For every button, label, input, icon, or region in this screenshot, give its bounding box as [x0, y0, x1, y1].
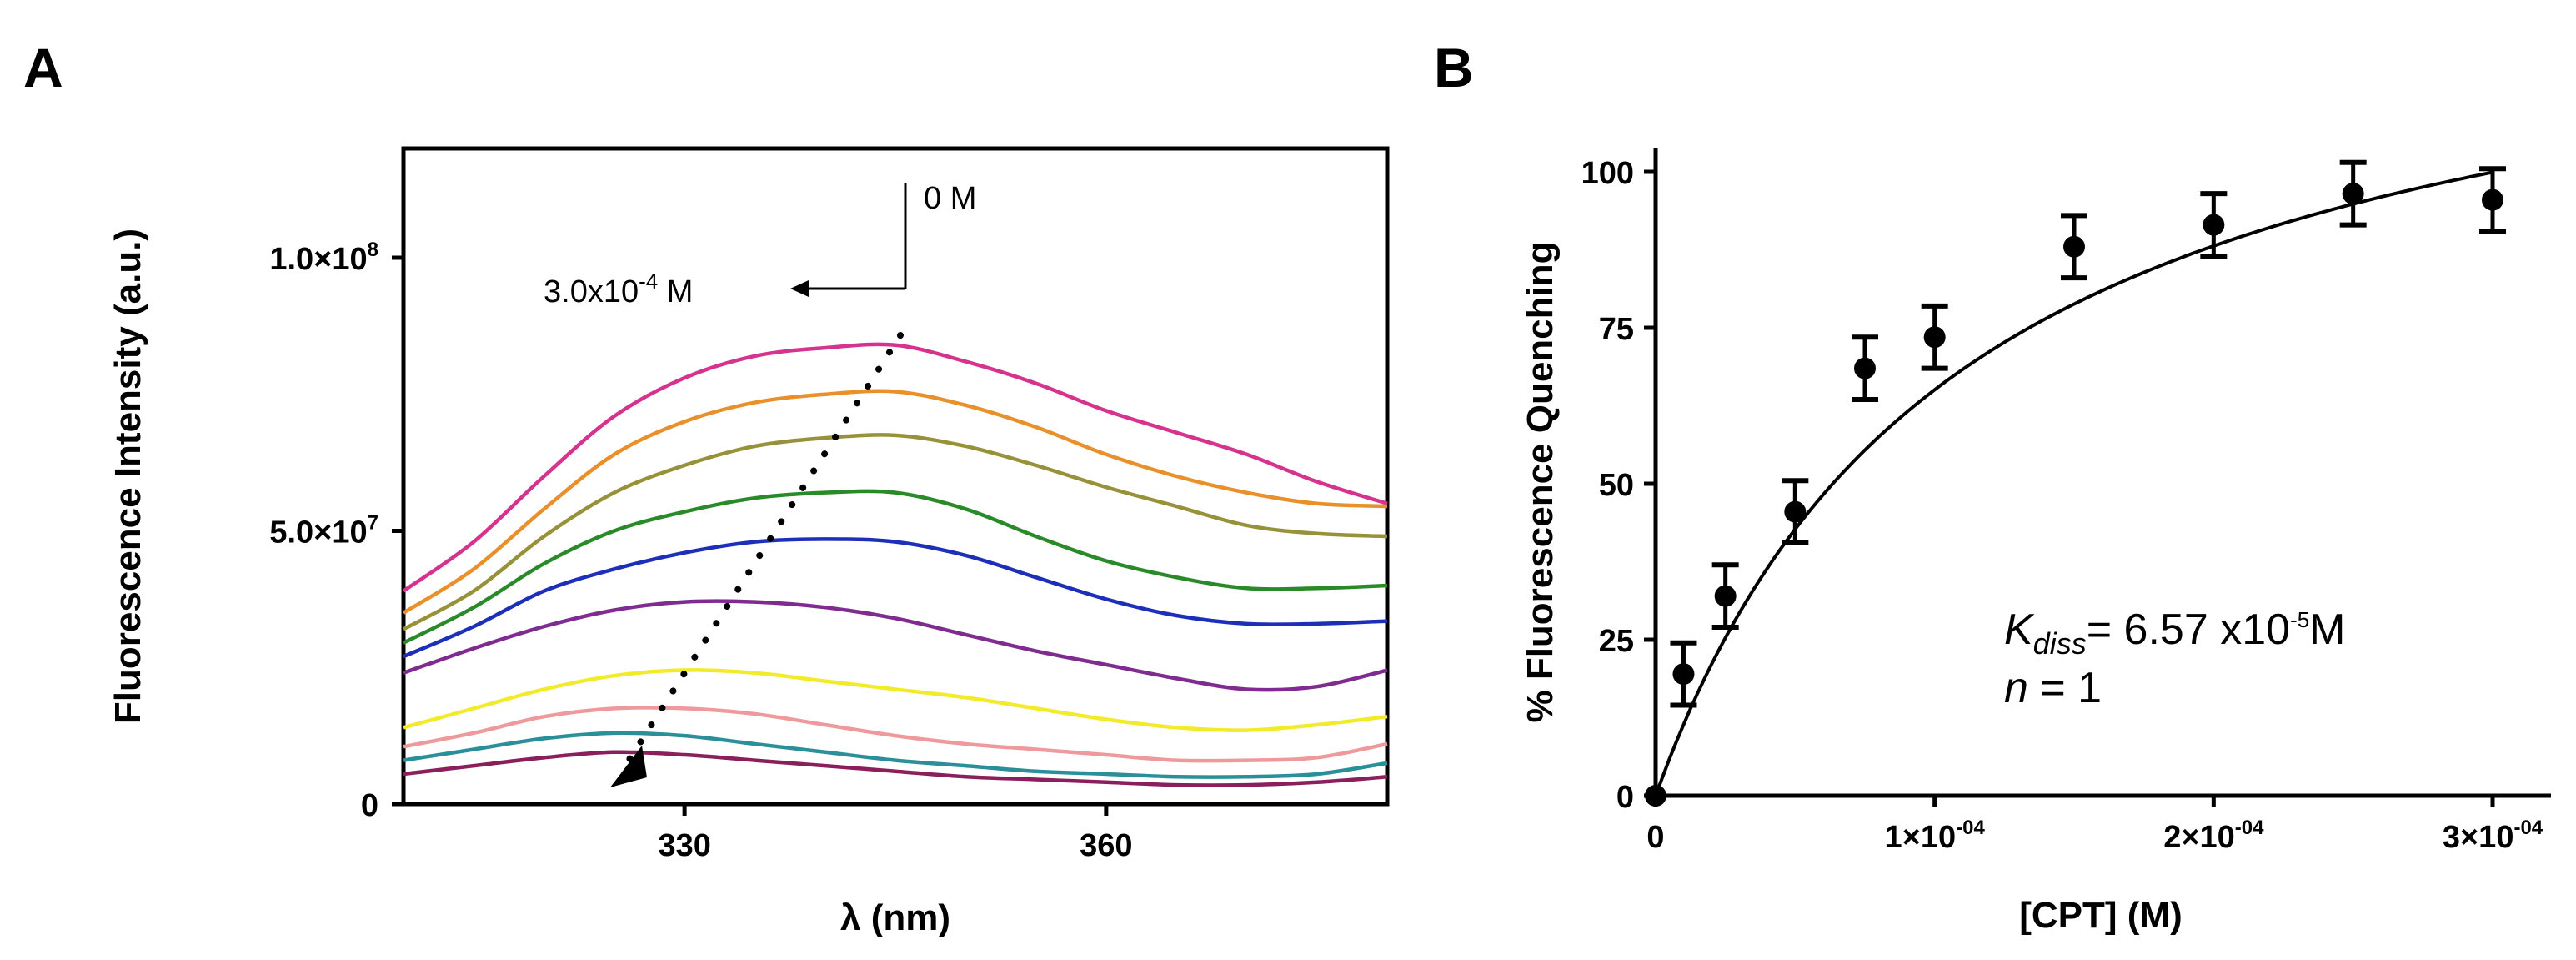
panel-a-chart: 0 5.0×107 1.0×108 330 360 Fluorescence Inte…	[108, 146, 1390, 938]
data-point	[2063, 235, 2085, 258]
panel-b-x-tick-label: 2×10-04	[2163, 817, 2264, 855]
data-point	[2482, 188, 2503, 211]
spectrum-series-6	[403, 599, 1388, 692]
kdiss-subscript: diss	[2033, 626, 2087, 661]
panel-b-y-tick-label: 0	[1616, 780, 1634, 815]
panel-b-x-tick-label-exponent: -04	[2235, 817, 2264, 839]
panel-b-letter: B	[1434, 37, 1474, 98]
data-point	[2342, 183, 2364, 205]
panel-a-y-tick-label-mantissa: 5.0×10	[269, 515, 367, 550]
data-point	[1645, 785, 1666, 807]
panel-a-letter: A	[23, 37, 63, 98]
panel-b-x-ticks: 0 1×10-04 2×10-04 3×10-04	[1646, 796, 2543, 855]
panel-b-x-axis-title: [CPT] (M)	[2019, 895, 2183, 936]
data-point	[1923, 326, 1946, 349]
spectrum-series-7	[403, 668, 1388, 732]
panel-a-plot-frame	[401, 146, 1390, 807]
panel-b-y-tick-label: 50	[1599, 468, 1634, 503]
data-point	[2203, 214, 2225, 236]
bottom-concentration-exp: -4	[639, 269, 658, 294]
panel-a-series-group	[402, 342, 1388, 787]
panel-b-x-tick-label-mantissa: 2×10	[2163, 820, 2235, 855]
panel-a-y-tick-label-mantissa: 1.0×10	[269, 242, 367, 277]
trend-dotted-line	[625, 332, 904, 764]
panel-a-y-ticks: 0 5.0×107 1.0×108	[269, 239, 403, 823]
spectrum-series-2	[402, 389, 1388, 615]
spectrum-series-3	[402, 433, 1388, 631]
panel-b-y-tick-label: 100	[1581, 156, 1634, 191]
spectrum-series-9	[403, 731, 1388, 779]
panel-a-y-tick-label-mantissa: 0	[361, 788, 378, 823]
trend-arrow-head	[610, 746, 647, 787]
panel-b-x-tick-label: 1×10-04	[1885, 817, 1986, 855]
panel-b-x-tick-label-mantissa: 0	[1646, 820, 1664, 855]
panel-a-y-tick-label: 5.0×107	[269, 512, 378, 550]
hill-n-symbol: n	[2004, 664, 2028, 712]
panel-a-x-tick-label: 360	[1080, 828, 1132, 863]
panel-b-y-axis-title: % Fluorescence Quenching	[1520, 241, 1561, 722]
panel-a-x-axis-title: λ (nm)	[840, 897, 950, 938]
panel-b-x-tick-label: 3×10-04	[2443, 817, 2543, 855]
spectrum-series-10	[403, 750, 1388, 787]
panel-b-y-tick-label: 25	[1599, 624, 1634, 659]
kdiss-value: = 6.57 x10	[2087, 606, 2290, 654]
kdiss-symbol: K	[2004, 606, 2035, 654]
panel-a-y-tick-label: 0	[361, 788, 378, 823]
panel-a-x-tick-label: 330	[658, 828, 710, 863]
data-point	[1854, 357, 1876, 379]
panel-a-y-tick-label: 1.0×108	[269, 239, 378, 277]
panel-a-x-ticks: 330 360	[658, 804, 1133, 863]
top-concentration-label: 0 M	[924, 181, 976, 216]
panel-b-points-group	[1645, 159, 2506, 807]
spectrum-series-5	[403, 537, 1388, 659]
spectrum-series-1	[402, 342, 1388, 593]
panel-b-x-tick-label-exponent: -04	[1956, 817, 1985, 839]
kdiss-exp: -5	[2290, 607, 2309, 632]
bottom-concentration-unit: M	[658, 274, 693, 309]
panel-a-y-tick-label-exponent: 7	[368, 512, 378, 535]
spectrum-series-4	[402, 489, 1388, 645]
data-point	[1784, 500, 1807, 523]
concentration-arrow-head	[790, 280, 809, 297]
spectrum-series-8	[403, 706, 1388, 763]
panel-a-y-tick-label-exponent: 8	[368, 239, 378, 261]
panel-b-x-tick-label-exponent: -04	[2513, 817, 2543, 839]
hill-n-annotation: n = 1	[2004, 664, 2102, 712]
kdiss-unit: M	[2309, 606, 2345, 654]
panel-b-x-tick-label-mantissa: 1×10	[1885, 820, 1957, 855]
panel-b-y-ticks: 0 25 50 75 100	[1581, 156, 1656, 815]
bottom-concentration-base: 3.0x10	[544, 274, 639, 309]
kdiss-annotation: Kdiss= 6.57 x10-5M	[2004, 606, 2345, 661]
data-point	[1672, 663, 1695, 686]
bottom-concentration-label: 3.0x10-4 M	[544, 269, 693, 309]
data-point	[1714, 585, 1737, 607]
panel-b-x-tick-label-mantissa: 3×10	[2443, 820, 2514, 855]
hill-n-value: = 1	[2028, 664, 2102, 712]
panel-a-y-axis-title: Fluorescence Intensity (a.u.)	[108, 229, 148, 724]
panel-b-x-tick-label: 0	[1646, 820, 1664, 855]
panel-b-y-tick-label: 75	[1599, 312, 1634, 347]
